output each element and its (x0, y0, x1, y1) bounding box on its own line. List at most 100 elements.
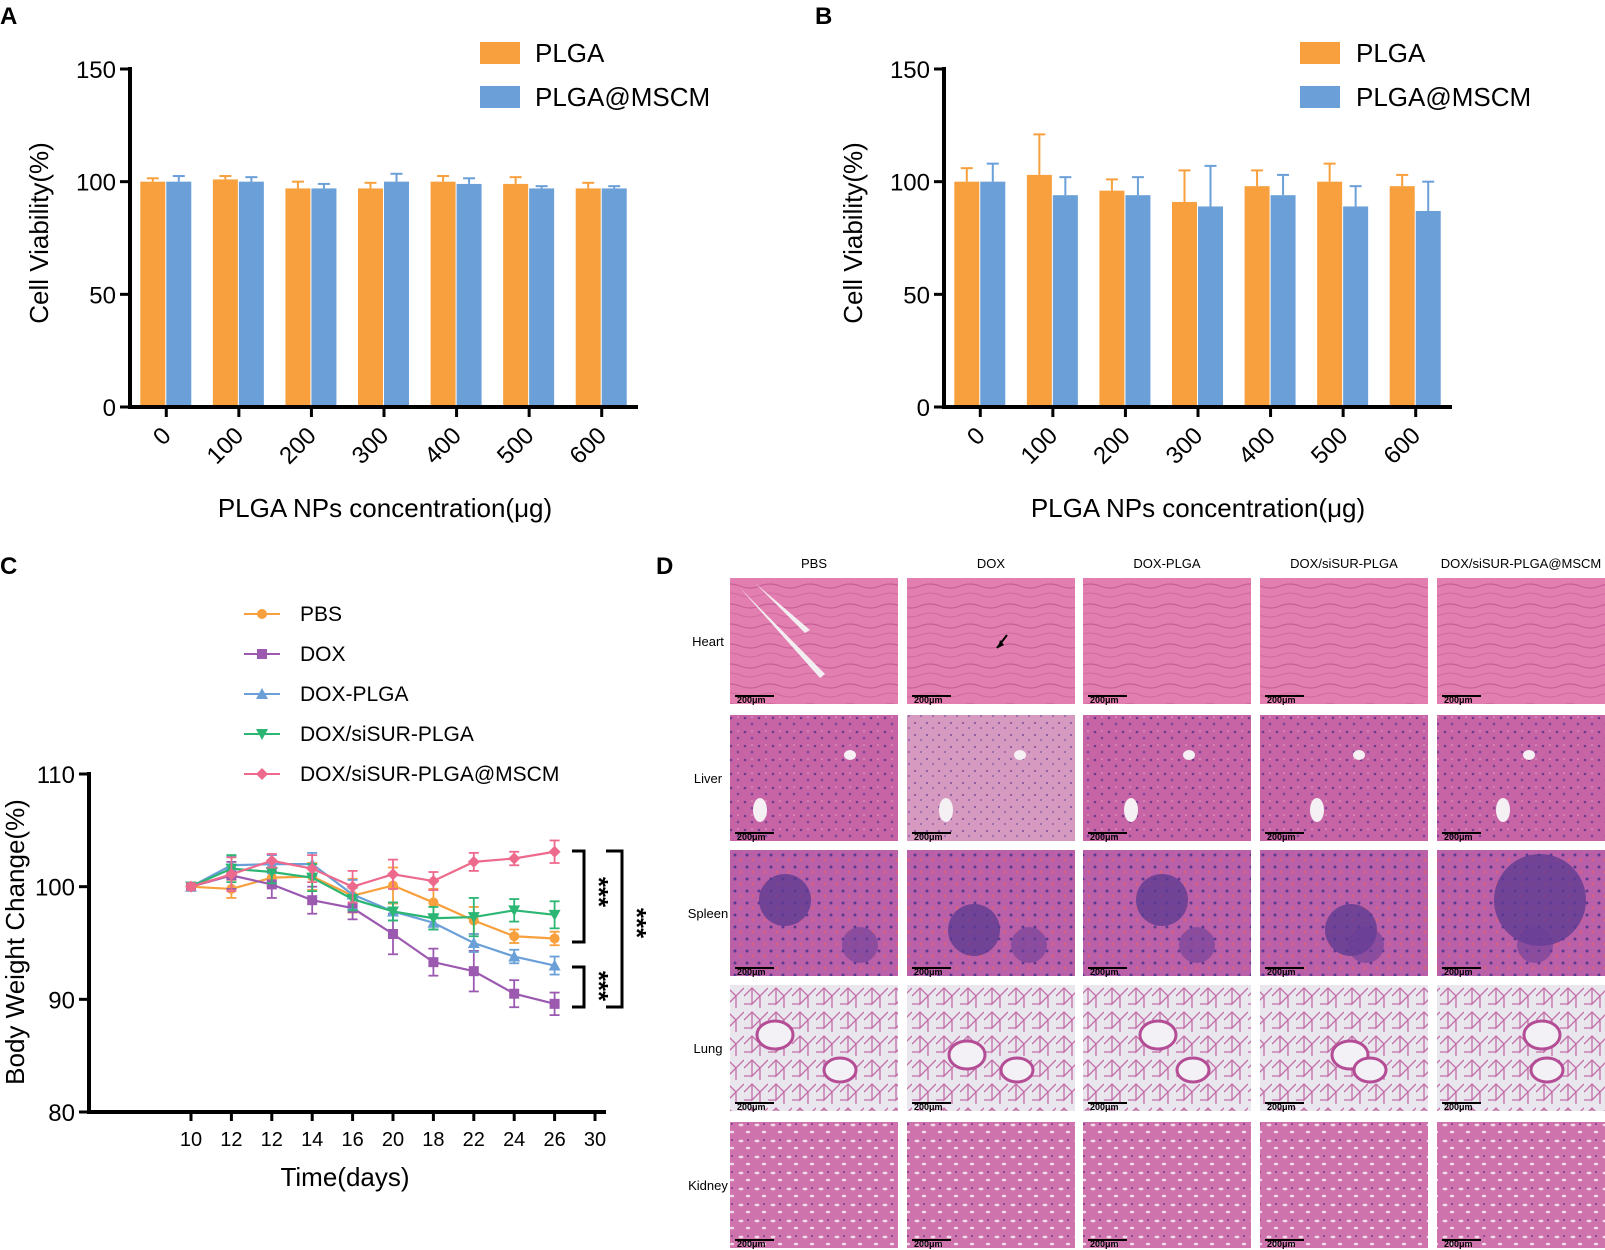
histology-image-spleen-0: 200μm (730, 850, 898, 977)
point-c-3-5 (387, 906, 399, 918)
point-c-3-8 (508, 905, 521, 917)
ytick-label-b-2: 100 (890, 170, 930, 197)
panel-label-d: D (656, 553, 673, 580)
histology-image-heart-4: 200μm (1437, 578, 1605, 705)
xtick-label-a-2: 200 (274, 422, 321, 469)
xtick-label-a-1: 100 (202, 422, 249, 469)
xtick-label-c-6: 18 (422, 1129, 444, 1151)
histology-column-1: DOX (977, 556, 1006, 571)
svg-text:200μm: 200μm (1090, 1239, 1119, 1249)
xtick-label-a-3: 300 (347, 422, 394, 469)
bar-b-plgamscm-100 (1052, 195, 1078, 407)
point-c-1-2 (266, 879, 277, 890)
bar-b-plga-100 (1026, 174, 1052, 407)
chart-a-marks: 0 100 200 300 400 500 600 0 50 100 150 (76, 57, 638, 470)
point-c-1-3 (307, 895, 318, 906)
point-c-4-3 (306, 862, 319, 875)
histology-image-lung-0: 200μm (730, 985, 898, 1112)
ytick-label-b-3: 150 (890, 57, 930, 84)
bar-b-plgamscm-400 (1270, 195, 1296, 407)
histology-image-heart-0: 200μm (730, 578, 898, 705)
legend-label-doxsisurmscm: DOX/siSUR-PLGA@MSCM (300, 763, 559, 786)
point-c-0-8 (509, 931, 520, 942)
svg-text:200μm: 200μm (737, 695, 766, 705)
ytick-label-c-1: 90 (48, 987, 75, 1014)
xtick-label-c-2: 12 (261, 1129, 283, 1151)
point-c-2-9 (548, 959, 561, 971)
chart-b-legend-label-plga: PLGA (1356, 38, 1426, 68)
chart-c-ylabel: Body Weight Change(%) (0, 799, 30, 1085)
svg-text:200μm: 200μm (737, 1239, 766, 1249)
bar-a-plgamscm-500 (529, 188, 555, 407)
histology-image-liver-2: 200μm (1083, 715, 1251, 842)
histology-image-spleen-1: 200μm (907, 850, 1075, 977)
svg-text:200μm: 200μm (914, 967, 943, 977)
histology-image-spleen-3: 200μm (1260, 850, 1428, 977)
histology-image-lung-2: 200μm (1083, 985, 1251, 1112)
bar-a-plga-400 (430, 181, 456, 407)
xtick-label-c-9: 26 (543, 1129, 565, 1151)
chart-b-legend: PLGA PLGA@MSCM (1300, 38, 1531, 112)
chart-c-xlabel: Time(days) (280, 1162, 409, 1192)
bar-a-plgamscm-100 (238, 181, 264, 407)
chart-b-xlabel: PLGA NPs concentration(μg) (1031, 493, 1365, 523)
point-c-0-9 (549, 933, 560, 944)
legend-label-doxsisur: DOX/siSUR-PLGA (300, 723, 474, 746)
bar-b-plgamscm-500 (1343, 206, 1369, 407)
series-line-c-1 (190, 874, 555, 1005)
point-c-1-9 (549, 998, 560, 1009)
svg-text:200μm: 200μm (1267, 832, 1296, 842)
point-c-4-5 (387, 868, 399, 881)
legend-marker-pbs (257, 609, 267, 619)
point-c-3-6 (427, 913, 440, 925)
chart-b-legend-swatch-mscm (1300, 86, 1340, 108)
ytick-label-b-0: 0 (917, 395, 930, 422)
histology-image-spleen-2: 200μm (1083, 850, 1251, 977)
svg-text:200μm: 200μm (1090, 967, 1119, 977)
point-c-1-5 (388, 928, 398, 939)
series-c-dox (186, 860, 560, 1017)
chart-c-legend-doxplga: DOX-PLGA (244, 683, 409, 706)
xtick-label-b-0: 0 (962, 422, 991, 451)
chart-c-legend-doxsisurmscm: DOX/siSUR-PLGA@MSCM (244, 763, 559, 786)
chart-c-legend-doxsisur: DOX/siSUR-PLGA (244, 723, 474, 746)
bar-b-plga-400 (1244, 186, 1270, 407)
point-c-4-0 (185, 880, 197, 893)
chart-c: Body Weight Change(%) Time(days) PBS DOX… (0, 603, 652, 1192)
xtick-label-c-1: 12 (220, 1129, 242, 1151)
xtick-label-b-3: 300 (1161, 422, 1208, 469)
histology-image-kidney-0: 200μm (730, 1122, 898, 1249)
histology-column-0: PBS (801, 556, 827, 571)
bar-b-plgamscm-0 (980, 181, 1006, 407)
point-c-4-4 (346, 880, 359, 893)
histology-image-kidney-1: 200μm (907, 1122, 1075, 1249)
xtick-label-b-1: 100 (1016, 422, 1063, 469)
svg-text:200μm: 200μm (737, 832, 766, 842)
bar-b-plgamscm-200 (1125, 195, 1151, 407)
svg-text:200μm: 200μm (1444, 1102, 1473, 1112)
legend-marker-dox (257, 649, 267, 659)
chart-c-marks: 80 90 100 110 10 12 12 14 16 20 18 22 24 26 30 (35, 762, 606, 1151)
histology-image-heart-3: 200μm (1260, 578, 1428, 705)
chart-b-ylabel: Cell Viability(%) (838, 142, 868, 324)
xtick-label-b-5: 500 (1306, 422, 1353, 469)
histology-row-kidney: Kidney (688, 1178, 728, 1193)
bar-b-plga-200 (1099, 190, 1125, 407)
bar-a-plga-100 (212, 179, 238, 407)
xtick-label-c-8: 24 (503, 1129, 525, 1151)
xtick-label-a-5: 500 (492, 422, 539, 469)
sig-bracket-2 (572, 965, 586, 1009)
legend-marker-doxplga (256, 688, 268, 699)
svg-text:200μm: 200μm (914, 1239, 943, 1249)
point-c-1-6 (428, 957, 439, 968)
histology-column-3: DOX/siSUR-PLGA (1290, 556, 1398, 571)
point-c-2-8 (508, 950, 521, 962)
histology-column-2: DOX-PLGA (1133, 556, 1201, 571)
svg-text:200μm: 200μm (1267, 1102, 1296, 1112)
chart-b-legend-swatch-plga (1300, 42, 1340, 64)
xtick-label-a-6: 600 (565, 422, 612, 469)
point-c-4-1 (225, 868, 238, 881)
sig-bracket-1 (572, 849, 586, 944)
histology-row-liver: Liver (694, 771, 723, 786)
svg-text:200μm: 200μm (914, 1102, 943, 1112)
